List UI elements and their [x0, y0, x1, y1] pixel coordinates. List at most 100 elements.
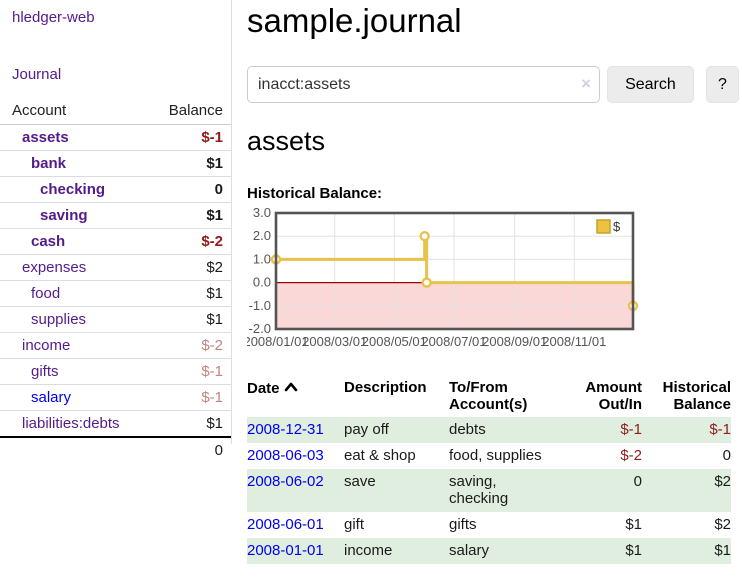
account-balance: $2 — [151, 254, 231, 281]
accounts-table-body: assets $-1 bank $1 checking 0 saving $1 cash $-2 e… — [0, 124, 231, 438]
search-input[interactable] — [247, 66, 601, 103]
account-balance: $1 — [151, 280, 231, 307]
transaction-date-link[interactable]: 2008-06-02 — [247, 473, 324, 490]
transaction-balance: 0 — [722, 447, 731, 464]
help-button[interactable]: ? — [705, 66, 739, 103]
register-header-amount: Amount Out/In — [585, 379, 642, 413]
transaction-row: 2008-12-31 pay off debts $-1 $-1 — [247, 417, 731, 443]
transaction-amount: $1 — [625, 542, 642, 559]
account-balance: $1 — [151, 150, 231, 177]
svg-text:2008/11/01: 2008/11/01 — [542, 334, 606, 349]
transaction-amount: 0 — [633, 473, 642, 490]
svg-text:2008/03/01: 2008/03/01 — [302, 334, 367, 349]
transaction-balance: $1 — [714, 542, 731, 559]
transaction-description: save — [344, 473, 376, 490]
account-link[interactable]: income — [22, 337, 71, 354]
transaction-accounts: gifts — [449, 516, 477, 533]
account-balance: $-1 — [151, 358, 231, 385]
transaction-accounts: saving, checking — [449, 473, 509, 507]
chart-svg: $3.0 2.0 1.0 0.0 -1.0 -2.02008/01/012008/03/0… — [243, 205, 639, 349]
app-brand-link[interactable]: hledger-web — [12, 9, 95, 26]
register-header-accounts: To/From Account(s) — [449, 379, 528, 413]
svg-text:-2.0: -2.0 — [249, 321, 271, 336]
sidebar-item-journal[interactable]: Journal — [12, 66, 62, 83]
register-header-date[interactable]: Date — [247, 376, 344, 417]
accounts-header-account: Account — [0, 98, 152, 125]
account-row: income $-2 — [0, 332, 231, 359]
account-balance: $-1 — [151, 384, 231, 411]
accounts-header-row: Account Balance — [0, 98, 231, 125]
account-link[interactable]: salary — [31, 389, 72, 406]
account-row: saving $1 — [0, 202, 231, 229]
svg-text:2.0: 2.0 — [253, 228, 271, 243]
account-link[interactable]: supplies — [31, 311, 87, 328]
account-balance: 0 — [151, 176, 231, 203]
account-balance: $1 — [151, 202, 231, 229]
register-table-body: 2008-12-31 pay off debts $-1 $-1 2008-06-03 ea… — [247, 417, 731, 564]
account-link[interactable]: gifts — [31, 363, 59, 380]
account-link[interactable]: expenses — [22, 259, 87, 276]
register-table: Date Description To/From Account(s) Amou… — [247, 376, 731, 564]
transaction-accounts: salary — [449, 542, 490, 559]
transaction-date-link[interactable]: 2008-06-03 — [247, 447, 324, 464]
sidebar: hledger-web Journal Account Balance asse… — [0, 0, 232, 463]
clear-search-icon[interactable]: × — [581, 74, 592, 93]
sort-ascending-icon — [284, 379, 298, 396]
account-balance: $-2 — [151, 228, 231, 255]
svg-text:1.0: 1.0 — [253, 251, 271, 266]
svg-text:-1.0: -1.0 — [249, 298, 271, 313]
transaction-balance: $-1 — [709, 421, 731, 438]
transaction-description: eat & shop — [344, 447, 416, 464]
svg-text:2008/05/01: 2008/05/01 — [362, 334, 427, 349]
account-balance: $1 — [151, 410, 231, 438]
transaction-amount: $1 — [625, 516, 642, 533]
register-header-description: Description — [344, 379, 427, 396]
account-row: bank $1 — [0, 150, 231, 177]
historical-balance-chart: $3.0 2.0 1.0 0.0 -1.0 -2.0 2008/01/01 2008/03/0… — [243, 205, 739, 358]
transaction-date-link[interactable]: 2008-06-01 — [247, 516, 324, 533]
account-row: salary $-1 — [0, 384, 231, 411]
account-row: gifts $-1 — [0, 358, 231, 385]
transaction-accounts: food, supplies — [449, 447, 542, 464]
transaction-date-link[interactable]: 2008-01-01 — [247, 542, 324, 559]
accounts-header-balance: Balance — [151, 98, 231, 125]
transaction-row: 2008-01-01 income salary $1 $1 — [247, 538, 731, 564]
search-box: × — [247, 66, 601, 103]
svg-text:2008/09/01: 2008/09/01 — [482, 334, 547, 349]
transaction-date-link[interactable]: 2008-12-31 — [247, 421, 324, 438]
svg-text:2008/07/01: 2008/07/01 — [421, 334, 486, 349]
main-content: sample.journal × Search ? assets Histori… — [243, 0, 739, 564]
account-heading: assets — [247, 126, 326, 156]
svg-text:3.0: 3.0 — [253, 207, 271, 220]
account-balance: $-2 — [151, 332, 231, 359]
account-link[interactable]: checking — [40, 181, 106, 198]
transaction-description: pay off — [344, 421, 389, 438]
page-title: sample.journal — [247, 2, 462, 39]
accounts-table: Account Balance assets $-1 bank $1 checking 0… — [0, 98, 231, 463]
search-form: × Search ? — [247, 66, 739, 103]
transaction-description: income — [344, 542, 393, 559]
chart-title: Historical Balance: — [247, 185, 383, 202]
account-link[interactable]: food — [31, 285, 61, 302]
transaction-description: gift — [344, 516, 365, 533]
svg-text:$: $ — [613, 219, 621, 234]
account-link[interactable]: liabilities:debts — [22, 415, 120, 432]
account-link[interactable]: assets — [22, 129, 69, 146]
transaction-balance: $2 — [714, 473, 731, 490]
svg-text:0.0: 0.0 — [253, 275, 271, 290]
svg-text:2008/01/01: 2008/01/01 — [247, 334, 309, 349]
transaction-row: 2008-06-03 eat & shop food, supplies $-2 0 — [247, 443, 731, 469]
account-row: checking 0 — [0, 176, 231, 203]
account-row: assets $-1 — [0, 124, 231, 151]
transaction-row: 2008-06-01 gift gifts $1 $2 — [247, 512, 731, 538]
account-row: food $1 — [0, 280, 231, 307]
transaction-amount: $-1 — [620, 421, 642, 438]
accounts-total-row: 0 — [0, 436, 231, 463]
account-link[interactable]: bank — [31, 155, 67, 172]
account-row: liabilities:debts $1 — [0, 410, 231, 438]
register-header-row: Date Description To/From Account(s) Amou… — [247, 376, 731, 417]
account-link[interactable]: cash — [31, 233, 66, 250]
account-link[interactable]: saving — [40, 207, 88, 224]
register-header-balance: Historical Balance — [662, 379, 731, 413]
search-button[interactable]: Search — [607, 66, 694, 103]
